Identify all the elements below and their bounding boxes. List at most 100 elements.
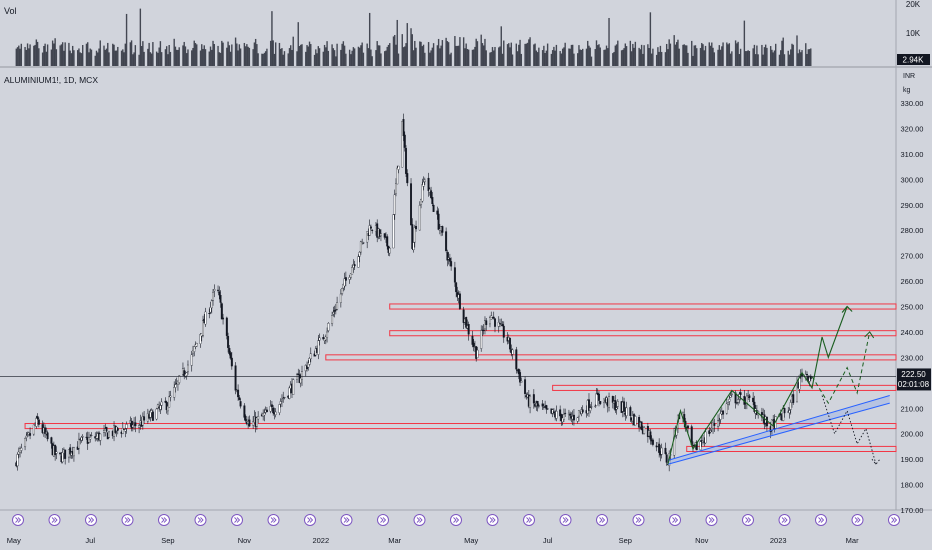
event-marker-icon[interactable] [231,514,243,526]
event-marker-icon[interactable] [596,514,608,526]
volume-bar [376,41,378,66]
volume-bar [15,48,17,66]
event-marker-icon[interactable] [413,514,426,526]
candle-body [174,384,177,388]
volume-bar [634,41,637,66]
bar-countdown: 02:01:08 [898,380,930,389]
volume-bar [703,50,705,66]
volume-bar [76,50,79,66]
event-marker-icon[interactable] [742,514,754,526]
event-marker-icon[interactable] [121,514,134,526]
volume-bar [167,54,169,66]
event-marker-icon[interactable] [48,514,61,526]
volume-bar [533,44,535,66]
volume-bar [36,41,39,66]
volume-bar [94,55,96,66]
candle-body [166,406,169,412]
candle-body [713,423,716,426]
volume-bar [50,49,53,66]
candle-body [651,439,654,445]
candle-body [333,310,336,312]
event-marker-icon[interactable] [377,514,389,526]
candle-body [238,397,241,400]
volume-bar [107,42,109,66]
event-marker-icon[interactable] [304,514,316,526]
time-tick-label: 2023 [770,536,787,545]
event-marker-icon[interactable] [888,514,900,526]
volume-bar [148,42,150,66]
volume-bar [269,40,272,66]
candle-body [623,401,626,412]
volume-bar [525,43,528,66]
event-marker-icon[interactable] [450,514,462,526]
volume-bar [673,35,675,66]
volume-bar [336,43,338,66]
candle-body [798,375,801,390]
event-marker-icon[interactable] [815,514,827,526]
candle-body [436,210,439,215]
event-marker-icon[interactable] [340,514,353,526]
horizontal-zones[interactable] [24,303,897,452]
volume-bar [159,41,162,66]
volume-bar [589,47,591,66]
event-marker-icon[interactable] [85,514,97,526]
price-tick-label: 230.00 [901,353,924,362]
event-icons[interactable] [12,514,900,526]
projection-drawings[interactable] [667,305,881,465]
trend-channel[interactable] [667,395,890,465]
volume-bar [97,52,99,66]
event-marker-icon[interactable] [523,514,535,526]
candle-body [415,226,418,230]
volume-bar [541,50,544,66]
event-marker-icon[interactable] [669,514,681,526]
volume-bar [564,42,566,66]
volume-bar [708,42,710,66]
event-marker-icon[interactable] [778,514,791,526]
event-marker-icon[interactable] [705,514,718,526]
volume-bar [664,52,667,66]
event-marker-icon[interactable] [267,514,280,526]
candle-body [173,387,176,398]
event-marker-icon[interactable] [158,514,170,526]
candle-body [255,417,258,427]
candle-body [664,447,667,454]
volume-bar [138,54,140,66]
volume-bar [68,42,70,66]
price-tick-label: 190.00 [901,455,924,464]
candle-body [420,199,423,205]
event-marker-icon[interactable] [632,514,645,526]
candle-body [748,395,751,398]
volume-bar [568,48,570,66]
volume-bar [608,17,610,66]
candle-body [32,424,35,435]
volume-bar [528,39,530,66]
event-marker-icon[interactable] [851,514,864,526]
volume-bar [297,22,299,66]
volume-bar [252,49,254,66]
event-marker-icon[interactable] [559,514,572,526]
volume-bar [696,48,698,66]
volume-bar [563,47,565,66]
event-marker-arrow [124,517,131,523]
candle-body [501,324,504,327]
volume-label: Vol [4,6,17,16]
volume-bar [579,49,581,66]
event-marker-icon[interactable] [486,514,499,526]
event-marker-icon[interactable] [194,514,207,526]
volume-bar [467,49,470,66]
candle-body [393,194,396,215]
candle-body [89,437,92,440]
candle-body [283,397,286,399]
volume-bar [736,43,738,66]
volume-bar [317,46,319,66]
event-marker-arrow [416,517,423,523]
event-marker-icon[interactable] [12,514,24,526]
candle-body [159,405,162,410]
price-tick-label: 310.00 [901,150,924,159]
candle-body [660,447,663,455]
volume-bar [590,56,593,66]
price-tick-label: 240.00 [901,328,924,337]
volume-bar [375,50,377,66]
volume-bar [350,54,352,66]
